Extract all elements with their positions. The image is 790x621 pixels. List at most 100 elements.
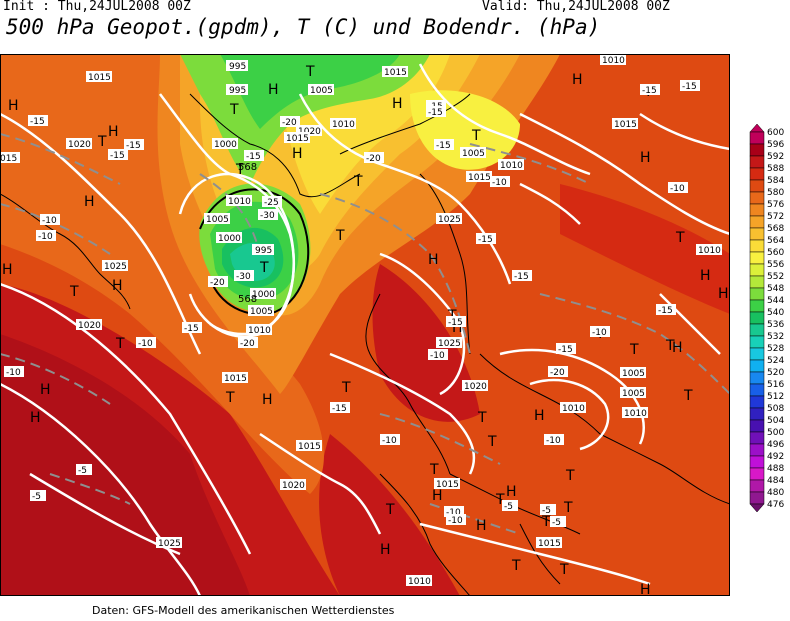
svg-text:995: 995 xyxy=(229,86,246,96)
temperature-value-label: -20 xyxy=(280,116,300,128)
pressure-value-label: 1025 xyxy=(436,213,462,225)
legend-swatch xyxy=(749,467,765,481)
svg-text:-15: -15 xyxy=(658,306,673,316)
legend-swatch xyxy=(749,131,765,145)
svg-text:1010: 1010 xyxy=(332,120,355,130)
high-label: H xyxy=(262,392,273,408)
low-label: T xyxy=(429,462,439,478)
high-label: H xyxy=(392,96,403,112)
svg-text:1015: 1015 xyxy=(88,73,111,83)
temperature-value-label: -10 xyxy=(380,434,400,446)
data-source-footer: Daten: GFS-Modell des amerikanischen Wet… xyxy=(92,604,395,617)
legend-swatch xyxy=(749,347,765,361)
legend-swatch xyxy=(749,227,765,241)
svg-text:1010: 1010 xyxy=(562,404,585,414)
low-label: T xyxy=(511,558,521,574)
temperature-value-label: -15 xyxy=(28,115,48,127)
svg-text:1015: 1015 xyxy=(286,134,309,144)
temperature-value-label: -5 xyxy=(502,500,518,512)
svg-text:1005: 1005 xyxy=(622,389,645,399)
svg-text:-10: -10 xyxy=(6,368,21,378)
svg-text:-10: -10 xyxy=(382,436,397,446)
svg-text:1020: 1020 xyxy=(68,140,91,150)
high-label: H xyxy=(112,278,123,294)
svg-text:-5: -5 xyxy=(542,506,551,516)
temperature-value-label: -25 xyxy=(262,196,282,208)
pressure-value-label: 1010 xyxy=(600,54,626,66)
low-label: T xyxy=(385,502,395,518)
legend-value-label: 476 xyxy=(767,500,784,510)
svg-text:-15: -15 xyxy=(332,404,347,414)
svg-text:-10: -10 xyxy=(670,184,685,194)
temperature-value-label: -10 xyxy=(36,230,56,242)
svg-text:-15: -15 xyxy=(126,141,141,151)
low-label: T xyxy=(69,284,79,300)
svg-text:-10: -10 xyxy=(592,328,607,338)
svg-text:-15: -15 xyxy=(428,108,443,118)
low-label: T xyxy=(565,468,575,484)
svg-text:-25: -25 xyxy=(264,198,279,208)
svg-text:1015: 1015 xyxy=(614,120,637,130)
high-label: H xyxy=(428,252,439,268)
contour-value-label: 568 xyxy=(238,294,257,305)
low-label: T xyxy=(225,390,235,406)
svg-text:-20: -20 xyxy=(550,368,565,378)
svg-text:1005: 1005 xyxy=(462,149,485,159)
legend-swatch xyxy=(749,479,765,493)
svg-text:-10: -10 xyxy=(492,178,507,188)
pressure-value-label: 1010 xyxy=(406,575,432,587)
legend-swatch xyxy=(749,263,765,277)
pressure-value-label: 1025 xyxy=(102,260,128,272)
temperature-value-label: -30 xyxy=(234,270,254,282)
coastlines xyxy=(0,93,730,596)
temperature-value-label: -15 xyxy=(446,316,466,328)
legend-value-label: 500 xyxy=(767,428,784,438)
temperature-value-label: -10 xyxy=(544,434,564,446)
pressure-value-label: 1010 xyxy=(246,324,272,336)
svg-text:-30: -30 xyxy=(260,211,275,221)
high-label: H xyxy=(640,150,651,166)
legend-swatch xyxy=(749,251,765,265)
pressure-value-label: 1015 xyxy=(284,132,310,144)
svg-text:-30: -30 xyxy=(236,272,251,282)
pressure-value-label: 1000 xyxy=(216,232,242,244)
low-label: T xyxy=(675,230,685,246)
high-label: H xyxy=(380,542,391,558)
pressure-value-label: 1010 xyxy=(696,244,722,256)
svg-text:1015: 1015 xyxy=(224,374,247,384)
chart-title: 500 hPa Geopot.(gpdm), T (C) und Bodendr… xyxy=(6,15,601,39)
high-label: H xyxy=(432,488,443,504)
temperature-value-label: -15 xyxy=(656,304,676,316)
temperature-value-label: -15 xyxy=(108,149,128,161)
high-label: H xyxy=(640,582,651,596)
legend-swatch xyxy=(749,191,765,205)
pressure-value-label: 1010 xyxy=(498,159,524,171)
temperature-value-label: -20 xyxy=(548,366,568,378)
low-label: T xyxy=(559,562,569,578)
svg-text:-15: -15 xyxy=(30,117,45,127)
svg-text:1010: 1010 xyxy=(248,326,271,336)
legend-swatches xyxy=(749,124,765,513)
svg-text:1005: 1005 xyxy=(250,307,273,317)
low-label: T xyxy=(341,380,351,396)
legend-value-label: 536 xyxy=(767,320,784,330)
svg-text:1015: 1015 xyxy=(298,442,321,452)
svg-text:-15: -15 xyxy=(184,324,199,334)
legend-swatch xyxy=(749,287,765,301)
svg-text:-15: -15 xyxy=(478,235,493,245)
legend-labels: 600 596 592 588 584 580 576 572 568 564 560 556 552 5… xyxy=(767,128,784,510)
svg-text:-10: -10 xyxy=(138,339,153,349)
svg-text:1020: 1020 xyxy=(282,481,305,491)
high-label: H xyxy=(84,194,95,210)
legend-value-label: 576 xyxy=(767,200,784,210)
legend-swatch xyxy=(749,419,765,433)
svg-text:1000: 1000 xyxy=(214,140,237,150)
low-label: T xyxy=(495,492,505,508)
valid-time-label: Valid: Thu,24JUL2008 00Z xyxy=(482,0,670,14)
svg-text:-10: -10 xyxy=(546,436,561,446)
pressure-value-label: 1005 xyxy=(308,84,334,96)
svg-text:1015: 1015 xyxy=(538,539,561,549)
high-label: H xyxy=(506,484,517,500)
pressure-value-label: 1015 xyxy=(222,372,248,384)
high-label: H xyxy=(108,124,119,140)
